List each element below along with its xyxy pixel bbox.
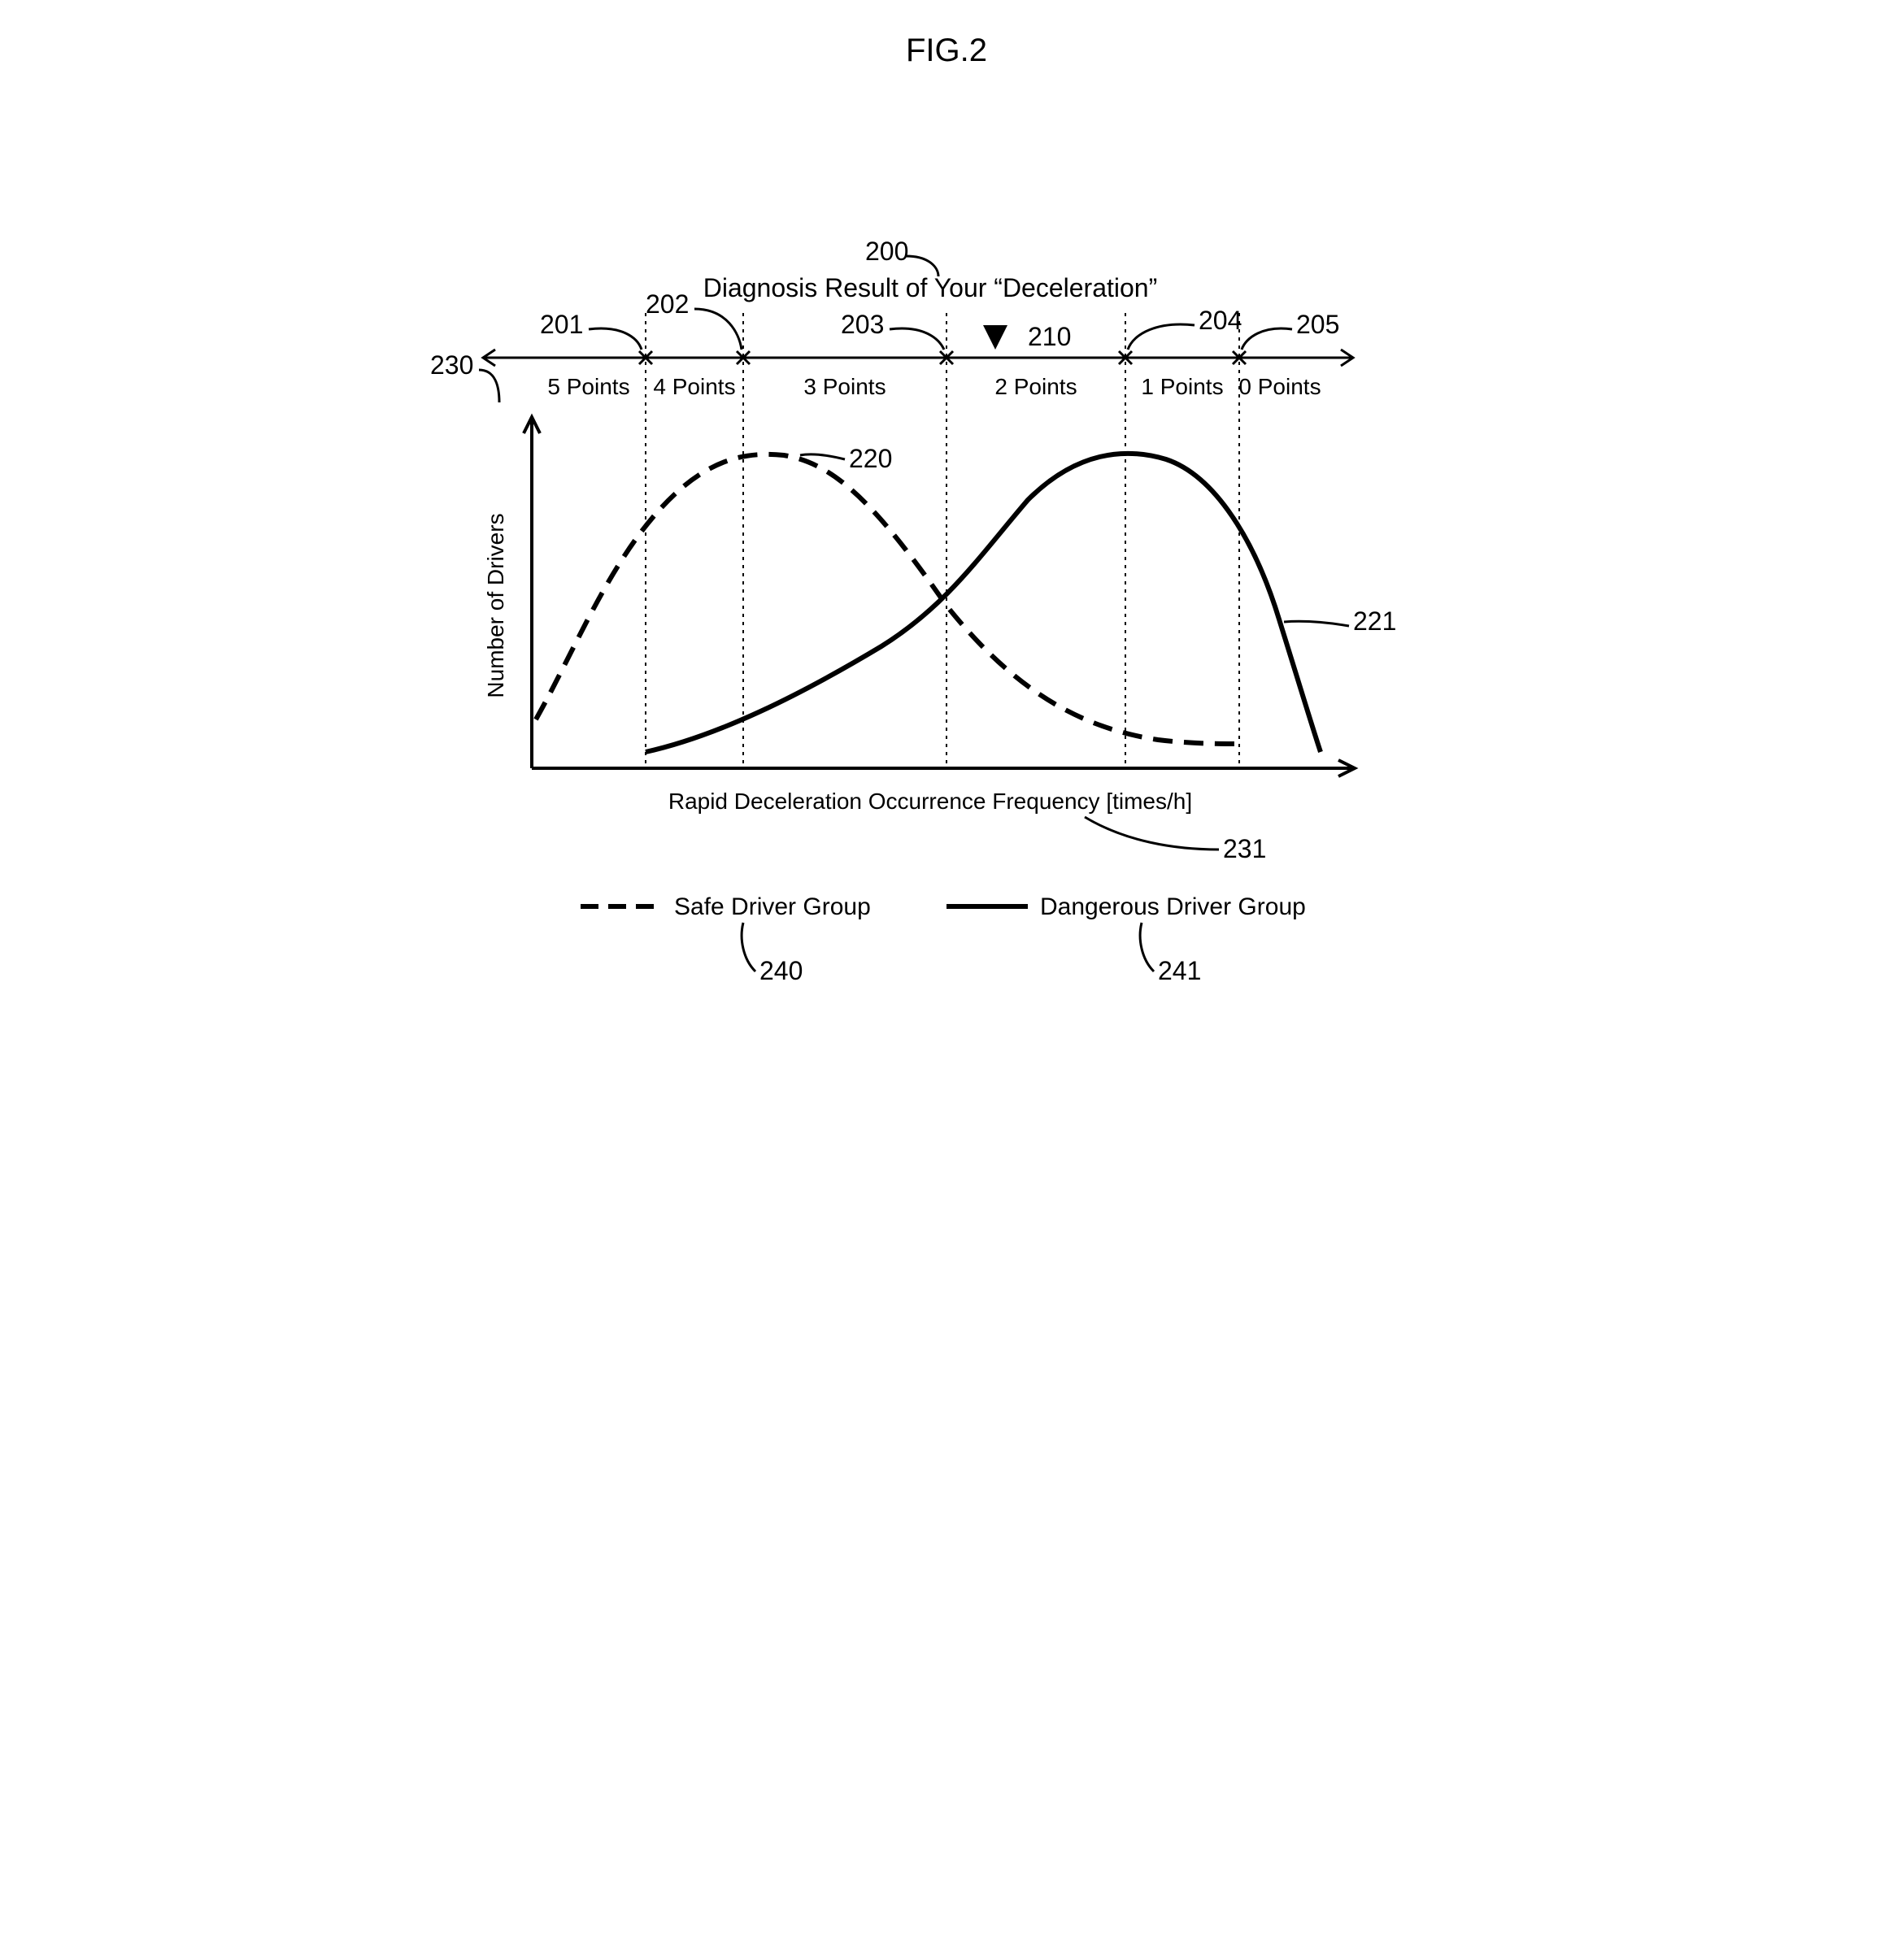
ref-200: 200 xyxy=(865,237,908,266)
figure-caption: FIG.2 xyxy=(377,33,1516,69)
score-3: 3 Points xyxy=(803,374,886,399)
leader-201 xyxy=(589,328,642,350)
score-5: 5 Points xyxy=(547,374,629,399)
ref-210: 210 xyxy=(1028,322,1071,351)
leader-240 xyxy=(742,923,755,971)
safe-curve xyxy=(536,454,1239,744)
ref-220: 220 xyxy=(849,444,892,473)
ref-201: 201 xyxy=(540,310,583,339)
ref-231: 231 xyxy=(1223,834,1266,863)
dangerous-curve xyxy=(646,454,1321,752)
ref-204: 204 xyxy=(1199,306,1242,335)
leader-231 xyxy=(1085,817,1219,850)
ref-221: 221 xyxy=(1353,606,1396,636)
ref-240: 240 xyxy=(759,956,803,985)
chart-title: Diagnosis Result of Your “Deceleration” xyxy=(703,273,1158,302)
leader-204 xyxy=(1128,324,1195,350)
leader-221 xyxy=(1284,621,1349,626)
score-line xyxy=(483,350,1353,366)
leader-241 xyxy=(1140,923,1154,971)
figure-container: FIG.2 Diagnosis Result of Your “Decelera… xyxy=(377,33,1516,1012)
x-axis-label: Rapid Deceleration Occurrence Frequency … xyxy=(668,789,1192,814)
y-axis-label: Number of Drivers xyxy=(483,513,508,698)
legend-dangerous-label: Dangerous Driver Group xyxy=(1040,893,1306,920)
legend-safe-label: Safe Driver Group xyxy=(674,893,871,920)
ref-241: 241 xyxy=(1158,956,1201,985)
score-4: 4 Points xyxy=(653,374,735,399)
ref-202: 202 xyxy=(646,289,689,319)
score-2: 2 Points xyxy=(994,374,1077,399)
leader-220 xyxy=(800,454,845,459)
your-result-marker xyxy=(983,325,1007,350)
leader-202 xyxy=(694,309,742,350)
score-0: 0 Points xyxy=(1238,374,1321,399)
chart-svg: Diagnosis Result of Your “Deceleration” … xyxy=(377,199,1516,1012)
leader-230 xyxy=(479,370,499,402)
ref-203: 203 xyxy=(841,310,884,339)
score-1: 1 Points xyxy=(1141,374,1223,399)
ref-205: 205 xyxy=(1296,310,1339,339)
ref-230: 230 xyxy=(430,350,473,380)
leader-203 xyxy=(890,328,944,350)
legend: Safe Driver Group Dangerous Driver Group xyxy=(581,893,1306,920)
leader-205 xyxy=(1242,328,1292,350)
